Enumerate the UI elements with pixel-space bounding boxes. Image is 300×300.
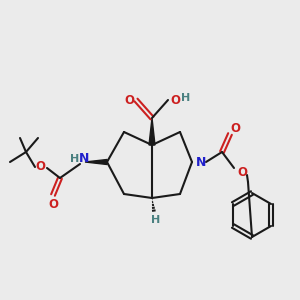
Text: O: O	[35, 160, 45, 173]
Text: O: O	[237, 167, 247, 179]
Polygon shape	[149, 118, 155, 145]
Text: O: O	[170, 94, 180, 106]
Text: O: O	[48, 197, 58, 211]
Text: H: H	[182, 93, 190, 103]
Text: H: H	[70, 154, 80, 164]
Text: N: N	[196, 157, 206, 169]
Text: O: O	[124, 94, 134, 106]
Polygon shape	[85, 160, 107, 164]
Text: N: N	[79, 152, 89, 166]
Text: H: H	[152, 215, 160, 225]
Text: O: O	[230, 122, 240, 136]
